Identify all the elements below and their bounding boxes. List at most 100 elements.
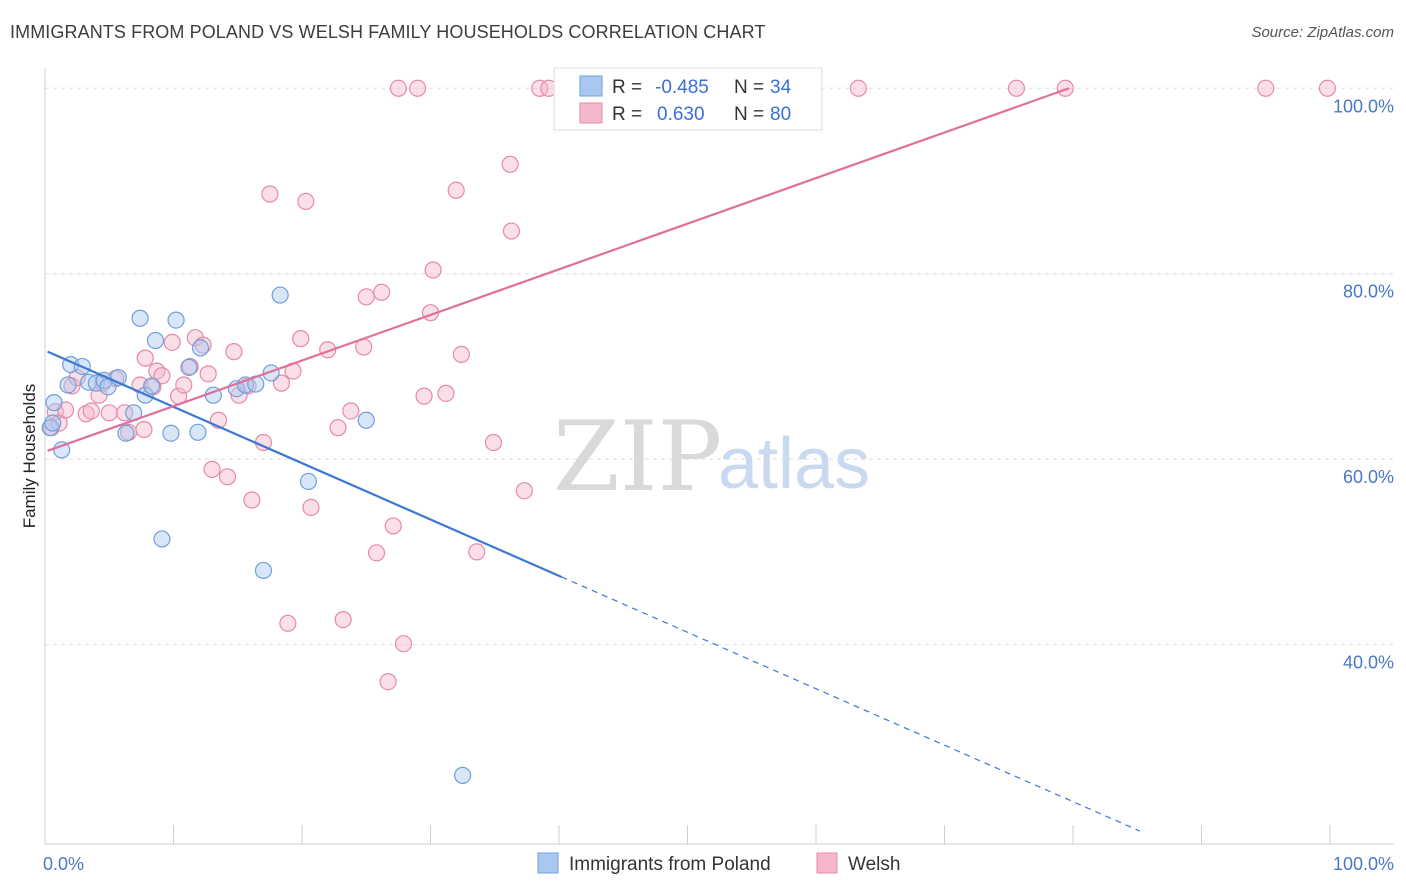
y-tick-labels: 40.0% 60.0% 80.0% 100.0%: [1333, 96, 1394, 672]
legend-r-value-welsh: 0.630: [657, 104, 705, 125]
poland-point: [191, 339, 210, 357]
welsh-point: [203, 460, 221, 478]
poland-point: [41, 419, 59, 437]
welsh-point: [384, 517, 402, 535]
poland-point: [454, 766, 472, 784]
legend-n-value-poland: 34: [770, 77, 792, 98]
y-tick-label: 40.0%: [1343, 653, 1394, 673]
welsh-point: [379, 673, 397, 691]
poland-point: [167, 311, 185, 329]
welsh-point: [77, 405, 95, 423]
poland-point: [53, 441, 71, 459]
welsh-point: [468, 543, 486, 561]
welsh-point: [100, 404, 118, 422]
poland-point: [299, 472, 318, 491]
welsh-point: [437, 384, 455, 402]
welsh-point: [367, 544, 386, 562]
watermark: ZIP atlas: [553, 401, 870, 513]
poland-point: [162, 424, 180, 442]
x-tick-label: 0.0%: [43, 854, 84, 874]
welsh-point: [194, 336, 212, 354]
welsh-point: [452, 345, 470, 363]
x-tick-marks: [173, 825, 1331, 844]
welsh-point: [334, 610, 352, 629]
legend-r-value-poland: -0.485: [655, 77, 709, 98]
y-tick-label: 80.0%: [1343, 282, 1394, 302]
x-tick-labels: 0.0% 100.0%: [43, 854, 1394, 874]
poland-point: [143, 377, 161, 395]
chart-source: Source: ZipAtlas.com: [1251, 24, 1394, 41]
welsh-point: [515, 482, 533, 500]
legend-r-label-poland: R =: [612, 77, 642, 98]
poland-point: [59, 376, 77, 394]
welsh-point: [415, 387, 433, 405]
legend-n-label-welsh: N =: [734, 104, 764, 125]
y-tick-label: 100.0%: [1333, 96, 1394, 116]
welsh-point: [302, 498, 320, 516]
poland-point: [357, 411, 375, 429]
legend-n-label-poland: N =: [734, 77, 764, 98]
bottom-legend-swatch-poland: [537, 852, 559, 874]
welsh-point: [1007, 79, 1026, 97]
welsh-point: [136, 349, 154, 367]
welsh-point: [502, 222, 521, 240]
welsh-point: [292, 330, 310, 348]
welsh-point: [297, 192, 315, 210]
welsh-point: [199, 365, 217, 383]
welsh-point: [389, 79, 407, 97]
welsh-point: [501, 155, 519, 173]
poland-trend-line-extension: [561, 576, 1141, 832]
welsh-point: [243, 491, 261, 509]
legend-n-value-welsh: 80: [770, 104, 791, 125]
watermark-atlas: atlas: [718, 424, 870, 504]
poland-point: [44, 414, 62, 432]
welsh-point: [849, 79, 868, 97]
welsh-point: [447, 181, 465, 199]
poland-point: [117, 424, 135, 442]
welsh-point: [225, 343, 243, 361]
welsh-point: [272, 374, 291, 392]
y-tick-label: 60.0%: [1343, 467, 1394, 487]
welsh-point: [163, 333, 181, 351]
welsh-point: [329, 419, 347, 437]
welsh-point: [531, 79, 549, 97]
legend-swatch-poland: [579, 75, 603, 97]
poland-trend-line: [47, 350, 563, 578]
welsh-point: [424, 261, 442, 279]
welsh-point: [279, 614, 297, 632]
poland-point: [153, 530, 171, 548]
chart-title: IMMIGRANTS FROM POLAND VS WELSH FAMILY H…: [10, 22, 766, 42]
x-tick-label: 100.0%: [1333, 854, 1394, 874]
bottom-legend-swatch-welsh: [816, 852, 838, 874]
welsh-point: [342, 402, 360, 420]
welsh-point: [1056, 79, 1074, 97]
legend-box: R = -0.485 N = 34 R = 0.630 N = 80: [553, 67, 823, 131]
poland-point: [180, 358, 198, 376]
poland-point: [271, 286, 289, 304]
axes: [44, 68, 1394, 845]
bottom-legend-label-poland: Immigrants from Poland: [569, 854, 771, 875]
legend-swatch-welsh: [579, 102, 603, 124]
welsh-point: [484, 433, 503, 452]
gridlines: [45, 87, 1394, 646]
welsh-point: [181, 357, 199, 376]
welsh-point: [1318, 79, 1337, 97]
welsh-point: [175, 376, 193, 394]
welsh-point: [409, 79, 427, 97]
trend-lines: [47, 87, 1141, 832]
welsh-point: [82, 402, 100, 420]
legend-r-label-welsh: R =: [612, 104, 642, 125]
bottom-legend: Immigrants from Poland Welsh: [537, 852, 900, 875]
welsh-point: [135, 420, 153, 439]
poland-point: [131, 309, 149, 327]
welsh-point: [394, 635, 413, 653]
poland-point: [254, 561, 273, 580]
welsh-point: [357, 288, 375, 306]
poland-point: [45, 394, 63, 412]
welsh-point: [261, 185, 279, 203]
welsh-point: [373, 283, 391, 301]
poland-point: [146, 331, 165, 350]
welsh-trend-line: [47, 87, 1070, 452]
bottom-legend-label-welsh: Welsh: [848, 854, 900, 875]
